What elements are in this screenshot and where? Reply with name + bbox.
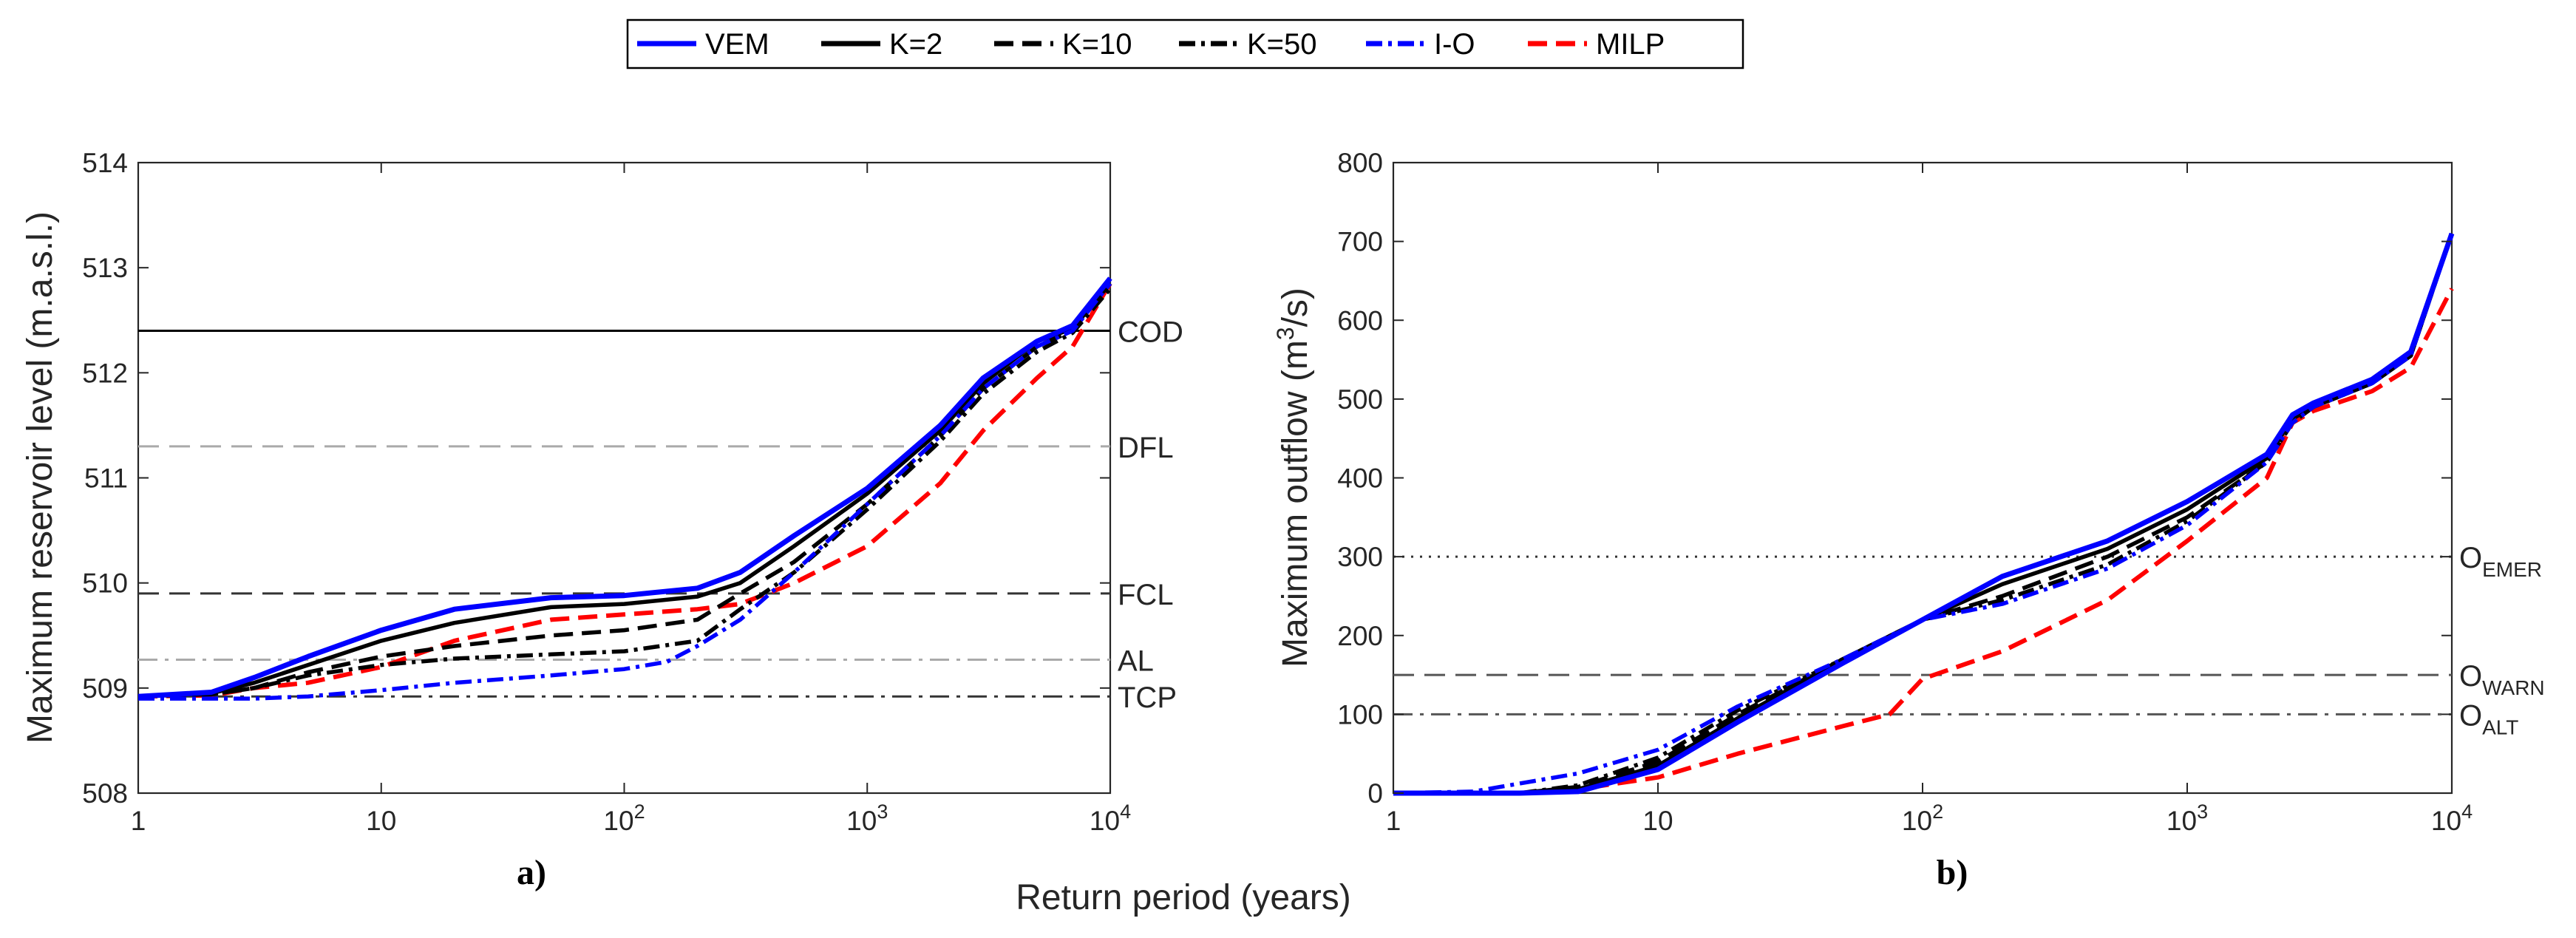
panel-a-ref-label-main-cod: COD: [1118, 316, 1183, 348]
panel-a-ref-label-cod: COD: [1118, 316, 1183, 348]
panel-b-y-tick-label: 800: [1337, 148, 1383, 178]
panel-a-ref-label-fcl: FCL: [1118, 579, 1174, 611]
panel-b-y-tick-label: 600: [1337, 305, 1383, 336]
panel-a-y-ticks: 508 509 510 511 512 513 514: [82, 148, 1110, 809]
panel-b-series: [1393, 232, 2455, 796]
panel-a-y-tick-label: 509: [82, 673, 128, 704]
panel-a-y-tick-label: 514: [82, 148, 128, 178]
panel-b-y-tick-label: 700: [1337, 227, 1383, 257]
panel-a-ref-label-main-tcp: TCP: [1118, 682, 1177, 714]
legend-label-i-o: I-O: [1434, 28, 1475, 61]
panel-a-series-milp: [137, 282, 1112, 699]
panel-a-ref-label-main-fcl: FCL: [1118, 579, 1174, 611]
legend-label-milp: MILP: [1596, 28, 1665, 61]
panel-b-x-tick-label: 1: [1386, 806, 1401, 836]
x-axis-label: Return period (years): [1016, 878, 1351, 917]
panel-b-x-tick-label: 102: [1902, 801, 1943, 836]
panel-b-ref-label-o-emer: OEMER: [2459, 542, 2542, 581]
panel-b-label: b): [1937, 853, 1968, 892]
legend-label-k-2: K=2: [889, 28, 942, 61]
panel-b-series-k-50: [1393, 233, 2454, 795]
panel-b-series-vem: [1393, 232, 2455, 796]
panel-b-ref-label-o-warn: OWARN: [2459, 660, 2545, 699]
panel-b-ref-label-sub-o-warn: WARN: [2482, 676, 2545, 699]
panel-a-y-tick-label: 513: [82, 253, 128, 283]
panel-b-series-i-o: [1393, 233, 2454, 795]
panel-a-y-tick-label: 512: [82, 358, 128, 388]
panel-b-y-ticks: 0 100 200 300 400 500 600 700 800: [1337, 148, 2452, 809]
legend-label-k-50: K=50: [1247, 28, 1317, 61]
panel-b-y-tick-label: 100: [1337, 699, 1383, 730]
panel-a-series-k-10: [137, 282, 1112, 699]
panel-a-ref-label-al: AL: [1118, 645, 1154, 677]
panel-a-series: [137, 276, 1112, 701]
panel-a-reference-lines: COD DFL FCL AL TCP: [138, 316, 1183, 714]
panel-b-x-tick-label: 10: [1642, 806, 1673, 836]
panel-b-ref-label-sub-o-emer: EMER: [2482, 558, 2542, 581]
panel-a-ref-label-main-al: AL: [1118, 645, 1154, 677]
panel-b-series-k-2: [1393, 233, 2454, 795]
panel-b-series-k-10: [1393, 233, 2454, 795]
panel-b-series-milp: [1393, 288, 2454, 795]
panel-a-ref-label-tcp: TCP: [1118, 682, 1177, 714]
panel-a-y-axis-label: Maximum reservoir level (m.a.s.l.): [21, 211, 60, 744]
panel-a-series-k-2: [137, 282, 1112, 699]
panel-a-y-tick-label: 510: [82, 568, 128, 599]
panel-b-y-tick-label: 400: [1337, 463, 1383, 494]
panel-a-y-tick-label: 508: [82, 778, 128, 809]
panel-b-y-axis-label-sup: 3: [1272, 327, 1299, 340]
panel-b-y-tick-label: 500: [1337, 384, 1383, 415]
panel-a-series-i-o: [138, 282, 1112, 701]
panel-b-ref-label-main-o-warn: O: [2459, 660, 2482, 693]
panel-b-ref-label-main-o-emer: O: [2459, 542, 2482, 574]
panel-b-x-tick-label: 103: [2167, 801, 2208, 836]
panel-b-y-axis-label-base: Maximum outflow (m: [1276, 340, 1315, 667]
panel-b-ref-label-main-o-alt: O: [2459, 699, 2482, 732]
panel-b-y-axis-label-end: /s): [1276, 288, 1315, 327]
panel-a: COD DFL FCL AL TCP 1 10 102 103 104 508 509 510 511…: [21, 148, 1183, 892]
panel-b-ref-label-o-alt: OALT: [2459, 699, 2518, 738]
panel-a-x-tick-label: 104: [1090, 801, 1131, 836]
panel-a-ref-label-main-dfl: DFL: [1118, 432, 1174, 464]
panel-a-axes-frame: [137, 161, 1112, 795]
legend: VEM K=2 K=10 K=50 I-O MILP: [626, 18, 1744, 69]
panel-b-y-tick-label: 200: [1337, 621, 1383, 651]
panel-b-axes-frame: [1392, 161, 2453, 795]
panel-b-y-tick-label: 0: [1367, 778, 1383, 809]
panel-a-y-tick-label: 511: [84, 463, 128, 494]
panel-a-x-tick-label: 1: [131, 806, 146, 836]
panel-a-label: a): [517, 853, 546, 892]
panel-a-x-tick-label: 103: [846, 801, 888, 836]
panel-a-x-ticks: 1 10 102 103 104: [131, 163, 1131, 836]
panel-b-ref-label-sub-o-alt: ALT: [2482, 716, 2518, 738]
panel-b-x-ticks: 1 10 102 103 104: [1386, 163, 2473, 836]
panel-a-series-k-50: [137, 287, 1112, 699]
legend-label-vem: VEM: [705, 28, 769, 61]
legend-label-k-10: K=10: [1062, 28, 1132, 61]
panel-a-series-vem: [137, 276, 1112, 699]
panel-b-y-axis-label: Maximum outflow (m3/s): [1272, 288, 1315, 667]
panel-a-ref-label-dfl: DFL: [1118, 432, 1174, 464]
panel-b-y-tick-label: 300: [1337, 542, 1383, 572]
panel-a-x-tick-label: 10: [366, 806, 396, 836]
panel-a-x-tick-label: 102: [603, 801, 645, 836]
panel-b-x-tick-label: 104: [2431, 801, 2473, 836]
